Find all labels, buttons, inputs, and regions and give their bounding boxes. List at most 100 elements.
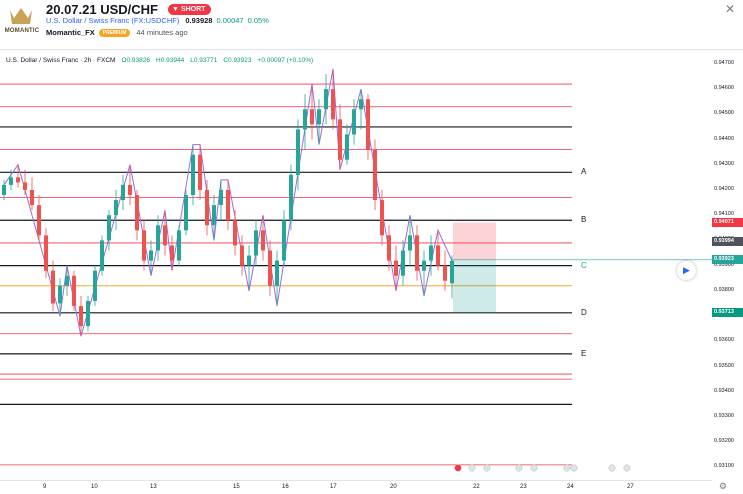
candle-body (408, 235, 412, 251)
event-marker (468, 464, 476, 472)
candle-body (191, 154, 195, 196)
price-tick-label: 0.94600 (714, 85, 734, 92)
short-position-zone (453, 222, 496, 313)
time-tick-label: 27 (627, 484, 634, 490)
candle-body (429, 245, 433, 261)
candle-body (198, 154, 202, 190)
candle-body (2, 184, 6, 196)
chart-area[interactable]: U.S. Dollar / Swiss Franc · 2h · FXCM O0… (0, 50, 743, 494)
candle-body (107, 215, 111, 241)
price-tag: 0.93923 (712, 255, 743, 265)
author-logo[interactable]: MOMANTIC (2, 6, 40, 44)
symbol-link[interactable]: U.S. Dollar / Swiss Franc (FX:USDCHF) (46, 16, 180, 25)
time-tick-label: 9 (43, 484, 47, 490)
price-tick-label: 0.94300 (714, 160, 734, 167)
candle-body (296, 129, 300, 175)
candle-body (352, 109, 356, 135)
level-label-b: B (581, 215, 587, 225)
candle-body (275, 260, 279, 286)
candle-body (450, 260, 454, 284)
candle-body (219, 189, 223, 206)
event-marker (515, 464, 523, 472)
time-tick-label: 23 (520, 484, 527, 490)
candle-body (58, 285, 62, 304)
legend-low: L0.93771 (190, 57, 218, 64)
candle-body (51, 270, 55, 304)
price-tick-label: 0.94100 (714, 211, 734, 218)
take-profit-zone (453, 259, 496, 313)
candle-body (184, 195, 188, 231)
crown-icon (10, 8, 32, 24)
time-axis[interactable]: 9 10 13 15 16 17 20 22 23 24 27 (0, 480, 712, 494)
candle-body (212, 205, 216, 226)
price-tick-label: 0.93800 (714, 286, 734, 293)
logo-text: MOMANTIC (4, 28, 40, 34)
price-chart[interactable] (0, 50, 743, 494)
candle-body (254, 230, 258, 256)
candle-body (100, 240, 104, 271)
candle-body (443, 265, 447, 281)
candle-body (289, 174, 293, 221)
candle-body (261, 230, 265, 251)
candle-body (205, 189, 209, 226)
candle-body (324, 89, 328, 110)
price-tick-label: 0.93600 (714, 337, 734, 344)
candle-body (163, 225, 167, 246)
legend-open: O0.93826 (121, 57, 150, 64)
candle-body (65, 275, 69, 286)
price-tick-label: 0.94500 (714, 110, 734, 117)
event-marker (608, 464, 616, 472)
candle-body (345, 134, 349, 160)
candle-body (37, 205, 41, 236)
arrow-down-icon: ▼ (172, 6, 179, 13)
candle-body (121, 184, 125, 201)
close-icon[interactable]: ✕ (724, 2, 735, 16)
time-tick-label: 16 (282, 484, 289, 490)
candle-body (436, 245, 440, 266)
gear-icon[interactable]: ⚙ (718, 481, 727, 491)
legend-symbol: U.S. Dollar / Swiss Franc · 2h · FXCM (6, 57, 116, 64)
event-marker-highlight (454, 464, 462, 472)
event-marker (563, 464, 571, 472)
candle-body (401, 250, 405, 276)
level-label-a: A (581, 167, 587, 177)
price-axis[interactable]: 0.94700 0.94600 0.94500 0.94400 0.94300 0.942… (712, 50, 743, 480)
candle-body (86, 300, 90, 327)
candle-body (226, 189, 230, 221)
candle-body (30, 189, 34, 206)
legend-high: H0.93944 (156, 57, 185, 64)
event-markers (454, 464, 631, 472)
event-marker (570, 464, 578, 472)
price-tick-label: 0.94400 (714, 135, 734, 142)
candle-body (240, 245, 244, 266)
time-tick-label: 13 (150, 484, 157, 490)
short-badge-label: SHORT (180, 6, 206, 13)
candle-body (359, 99, 363, 110)
candle-body (23, 182, 27, 190)
candle-body (282, 220, 286, 261)
candle-body (310, 109, 314, 125)
play-icon[interactable]: ▶ (677, 261, 696, 280)
candle-body (114, 200, 118, 216)
candle-body (170, 245, 174, 261)
idea-title: 20.07.21 USD/CHF (46, 2, 158, 17)
candle-body (128, 184, 132, 196)
candle-body (233, 220, 237, 246)
candles (2, 68, 454, 337)
candle-body (422, 260, 426, 271)
candle-body (366, 99, 370, 150)
candle-body (16, 177, 20, 183)
price-tick-label: 0.93200 (714, 438, 734, 445)
support-resistance-levels (0, 83, 712, 466)
time-tick-label: 24 (567, 484, 574, 490)
price-tag: 0.93713 (712, 308, 743, 318)
legend-change: +0.00097 (+0.10%) (257, 57, 314, 64)
candle-body (317, 109, 321, 125)
time-tick-label: 10 (91, 484, 98, 490)
candle-body (79, 305, 83, 327)
candle-body (338, 119, 342, 160)
candle-body (9, 177, 13, 185)
time-tick-label: 17 (330, 484, 337, 490)
candle-body (380, 200, 384, 236)
author-name[interactable]: Momantic_FX (46, 28, 95, 37)
